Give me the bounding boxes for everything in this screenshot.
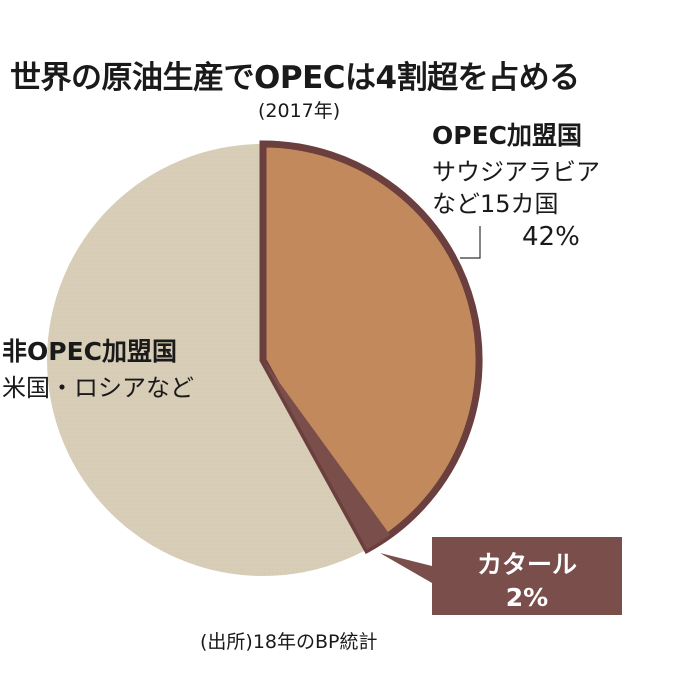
- opec-desc-line1: サウジアラビア: [432, 158, 600, 186]
- qatar-label: カタール: [476, 550, 577, 579]
- slice-qatar: [263, 360, 390, 550]
- opec-label: OPEC加盟国: [432, 121, 583, 150]
- chart-subtitle: (2017年): [258, 100, 341, 122]
- opec-desc-line2: など15カ国: [432, 190, 559, 218]
- qatar-callout-pointer: [380, 553, 432, 583]
- qatar-percent: 2%: [505, 583, 549, 612]
- opec-percent: 42%: [522, 222, 580, 252]
- qatar-callout-box: カタール 2%: [432, 537, 622, 615]
- non-opec-desc: 米国・ロシアなど: [2, 374, 194, 402]
- source-note: (出所)18年のBP統計: [200, 631, 378, 653]
- non-opec-label: 非OPEC加盟国: [2, 337, 178, 366]
- chart-title: 世界の原油生産でOPECは4割超を占める: [10, 60, 580, 96]
- opec-leader-line: [460, 226, 481, 259]
